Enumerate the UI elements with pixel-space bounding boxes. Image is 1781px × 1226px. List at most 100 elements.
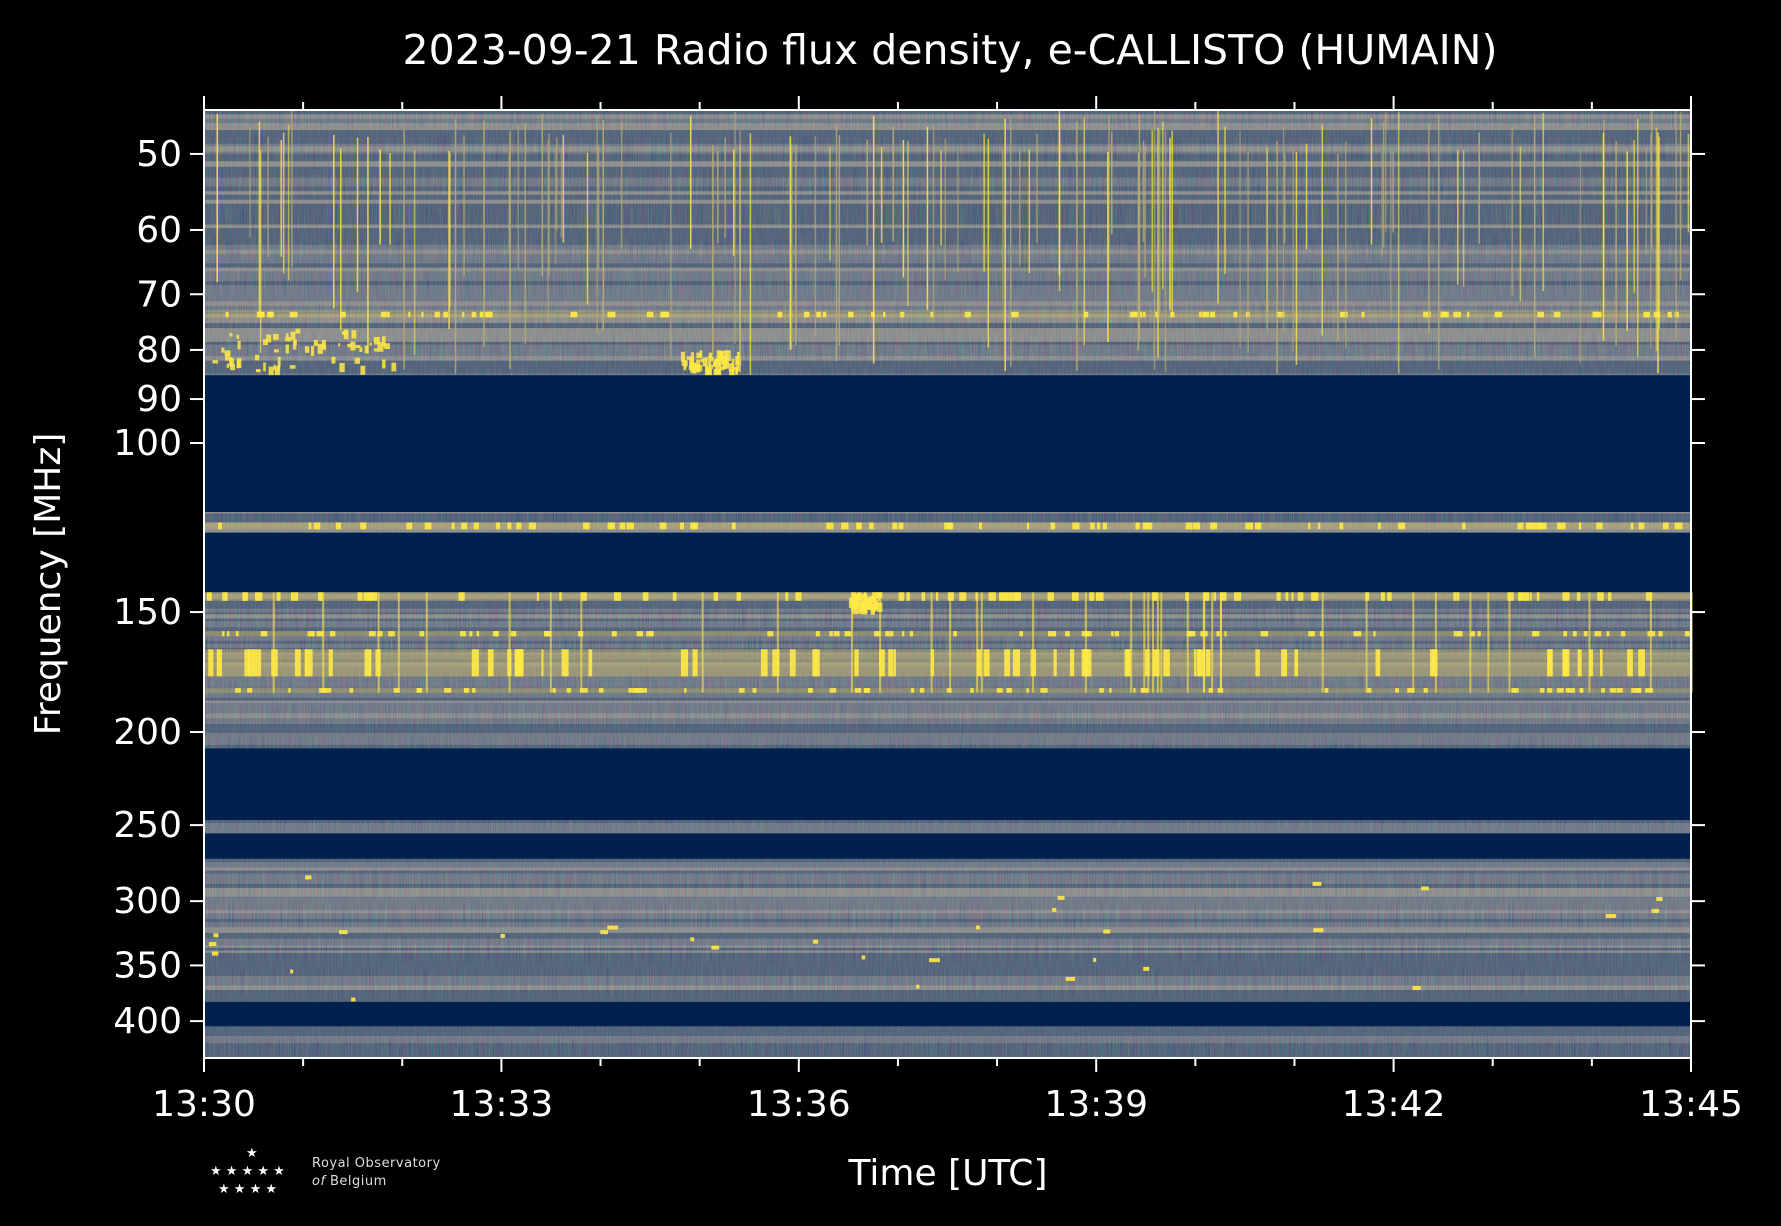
bright-band-segment (1308, 522, 1311, 530)
bright-band-segment (313, 522, 321, 530)
bright-band-segment (1517, 592, 1521, 601)
burst-pixel (686, 356, 692, 360)
burst-pixel (384, 343, 390, 349)
spike (1321, 592, 1324, 693)
bright-band-segment (1563, 649, 1568, 677)
burst-pixel (865, 600, 869, 609)
bright-band-segment (528, 522, 536, 530)
spectrum-row (204, 938, 1691, 943)
bright-band-segment (785, 592, 789, 601)
dot (976, 925, 980, 930)
bright-band-segment (544, 631, 552, 637)
bright-band-segment (808, 688, 813, 693)
spectrum-row (204, 360, 1691, 366)
bright-band-segment (1125, 649, 1131, 677)
burst-pixel (724, 354, 728, 365)
bright-band-segment (1407, 688, 1415, 693)
bright-band-segment (1205, 649, 1211, 677)
spectrum-row (204, 636, 1691, 641)
spectrum-row (204, 279, 1691, 281)
spectrum-row (204, 870, 1691, 874)
bright-band-segment (1608, 592, 1612, 601)
spectrum-row (204, 369, 1691, 374)
dot (861, 955, 866, 960)
burst-pixel (737, 352, 741, 359)
burst-pixel (354, 344, 361, 349)
spectrum-row (204, 301, 1691, 306)
bright-band-segment (1547, 688, 1553, 693)
spike (356, 137, 359, 293)
bright-band-segment (1576, 592, 1581, 601)
bright-band-segment (1142, 311, 1146, 318)
bright-band-segment (1477, 631, 1481, 637)
y-tick-label: 70 (136, 274, 182, 315)
bright-band-segment (1662, 522, 1669, 530)
spectrum-row (204, 945, 1691, 948)
spike (463, 135, 465, 278)
bright-band-segment (898, 592, 905, 601)
spike (258, 121, 261, 315)
burst-pixel (364, 345, 369, 354)
spectrum-row (204, 328, 1691, 333)
bright-band-segment (1373, 631, 1376, 637)
spectrum-row (204, 950, 1691, 953)
bright-band-segment (1192, 522, 1201, 530)
bright-band-segment (1213, 592, 1216, 601)
bright-band-segment (1381, 592, 1385, 601)
spike (249, 127, 251, 238)
bright-band-segment (1233, 311, 1238, 318)
spectrum-row (204, 825, 1691, 831)
bright-band-segment (1631, 688, 1638, 693)
spike (1305, 143, 1308, 250)
bright-band-segment (1539, 688, 1545, 693)
spike (1649, 592, 1652, 693)
spike (548, 133, 550, 277)
spike (814, 136, 817, 337)
spike (1002, 149, 1004, 301)
dot (305, 875, 312, 880)
burst-pixel (273, 364, 276, 371)
bright-band-segment (1514, 688, 1517, 693)
bright-band-segment (566, 688, 572, 693)
bright-band-segment (471, 688, 476, 693)
spike (1282, 126, 1285, 333)
spectrum-row (204, 241, 1691, 245)
bright-band-segment (640, 688, 647, 693)
spike (1385, 112, 1387, 232)
spectrum-row (204, 910, 1691, 914)
bright-band-segment (1294, 649, 1299, 677)
spectrum-row (204, 347, 1691, 352)
spike (367, 136, 369, 354)
bright-band-segment (1453, 592, 1457, 601)
bright-band-segment (909, 631, 914, 637)
spike (1203, 592, 1206, 693)
chart-title: 2023-09-21 Radio flux density, e-CALLIST… (403, 26, 1498, 74)
spike (1511, 126, 1513, 297)
dot (1656, 896, 1663, 901)
burst-pixel (723, 361, 730, 369)
burst-pixel (684, 360, 687, 368)
spectrum-row (204, 151, 1691, 154)
bright-band-segment (1511, 688, 1517, 693)
spike (1247, 151, 1249, 354)
bright-band-segment (339, 311, 346, 318)
bright-band-segment (561, 649, 569, 677)
burst-pixel (226, 363, 229, 369)
y-tick-label: 350 (113, 945, 182, 986)
spike (1266, 151, 1268, 330)
burst-pixel (728, 363, 734, 372)
spike (562, 134, 565, 243)
svg-text:★: ★ (246, 1146, 258, 1161)
bright-band-segment (570, 311, 578, 318)
bright-band-segment (294, 649, 301, 677)
bright-band-segment (1453, 631, 1460, 637)
bright-band-segment (1155, 311, 1158, 318)
bright-band-segment (693, 522, 696, 530)
burst-pixel (290, 331, 296, 340)
bright-band-segment (1638, 522, 1645, 530)
bright-band-segment (816, 311, 821, 318)
spectrum-row (204, 320, 1691, 324)
bright-band-segment (777, 311, 783, 318)
spike (866, 139, 868, 246)
bright-band-segment (1026, 522, 1030, 530)
